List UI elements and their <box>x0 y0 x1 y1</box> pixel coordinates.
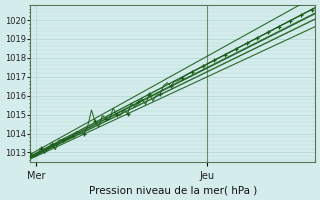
X-axis label: Pression niveau de la mer( hPa ): Pression niveau de la mer( hPa ) <box>89 185 257 195</box>
